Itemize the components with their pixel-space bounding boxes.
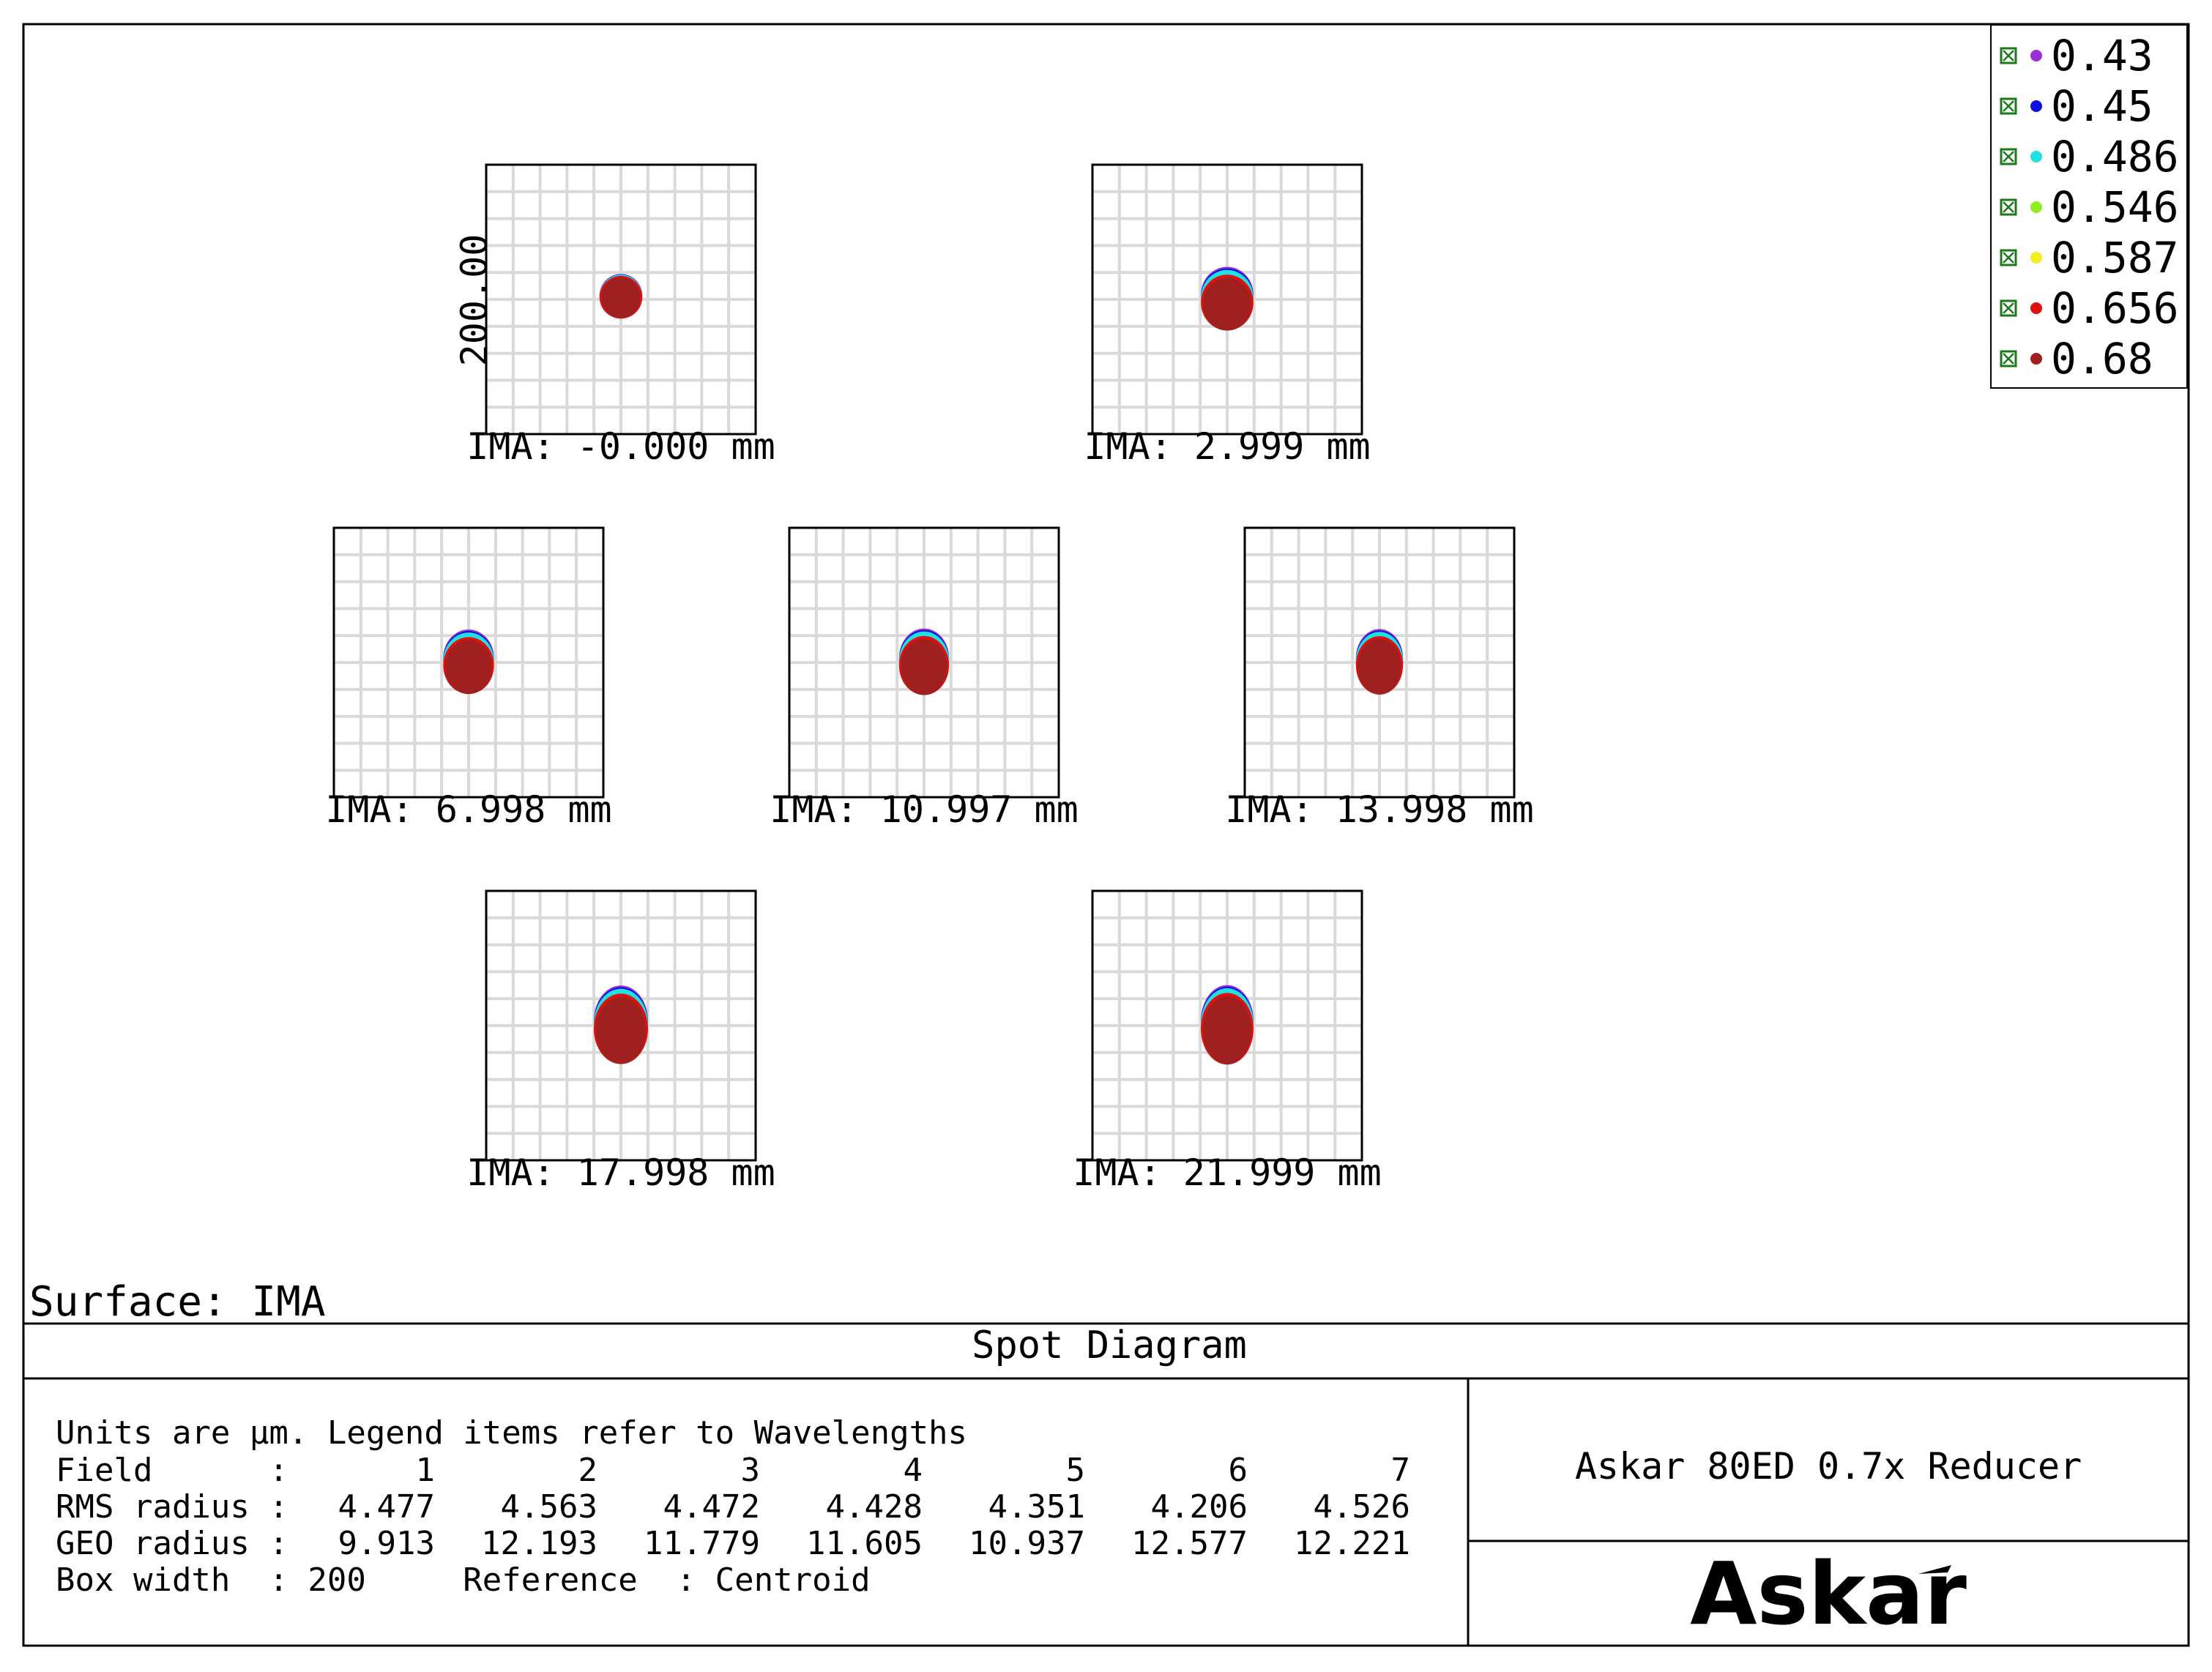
geo-value: 12.221 [1294, 1525, 1410, 1562]
panel-border [485, 889, 757, 1162]
info-box-line: Box width : 200 Reference : Centroid [56, 1561, 871, 1599]
panel-border [1091, 889, 1363, 1162]
plot-frame [22, 23, 2190, 1647]
spot-panel-1: IMA: -0.000 mm [466, 163, 775, 468]
legend-label: 0.68 [2051, 334, 2153, 384]
spot-panels: IMA: -0.000 mm IMA: 2.999 mm IMA: 6.998 mm… [325, 163, 1534, 1194]
field-number: 3 [741, 1452, 761, 1489]
legend-marker [2030, 252, 2042, 264]
spot-panel-3: IMA: 6.998 mm [325, 526, 612, 831]
panel-border [332, 526, 605, 799]
spot-wavelength-0.68 [1202, 277, 1252, 331]
geo-value: 11.605 [806, 1525, 923, 1562]
panel-border [485, 163, 757, 436]
field-label: IMA: 2.999 mm [1084, 425, 1370, 468]
geo-value: 12.193 [481, 1525, 597, 1562]
checkmark-icon [2003, 302, 2014, 314]
field-label: IMA: 21.999 mm [1073, 1152, 1381, 1194]
field-number: 7 [1391, 1452, 1411, 1489]
legend-item-0.68: 0.68 [2000, 334, 2153, 384]
field-label: IMA: 6.998 mm [325, 788, 611, 831]
legend-marker [2030, 353, 2042, 365]
legend-label: 0.45 [2051, 81, 2153, 131]
legend-item-0.486: 0.486 [2000, 132, 2179, 182]
legend-item-0.43: 0.43 [2000, 31, 2153, 81]
field-number: 6 [1229, 1452, 1248, 1489]
legend-marker [2030, 151, 2042, 163]
spot-wavelength-0.68 [445, 640, 492, 695]
spot-wavelength-0.68 [1202, 996, 1252, 1064]
field-label: IMA: 10.997 mm [770, 788, 1078, 831]
rms-value: 4.526 [1314, 1488, 1410, 1526]
rms-value: 4.428 [826, 1488, 923, 1526]
geo-value: 11.779 [644, 1525, 760, 1562]
legend-item-0.587: 0.587 [2000, 233, 2179, 283]
legend-label: 0.587 [2051, 233, 2179, 283]
spot-wavelength-0.68 [1358, 638, 1401, 695]
rms-value: 4.477 [338, 1488, 435, 1526]
legend-item-0.45: 0.45 [2000, 81, 2153, 131]
legend-item-0.656: 0.656 [2000, 283, 2179, 333]
field-label: IMA: 17.998 mm [466, 1152, 775, 1194]
legend-marker [2030, 50, 2042, 61]
legend-marker [2030, 100, 2042, 112]
info-field-label: Field : [56, 1452, 288, 1489]
panel-border [1091, 163, 1363, 436]
field-number: 1 [416, 1452, 436, 1489]
surface-label: Surface: IMA [29, 1278, 326, 1326]
spot-wavelength-0.68 [901, 638, 947, 695]
field-label: IMA: -0.000 mm [466, 425, 775, 468]
field-label: IMA: 13.998 mm [1225, 788, 1533, 831]
rms-value: 4.472 [663, 1488, 760, 1526]
rms-value: 4.563 [501, 1488, 597, 1526]
field-number: 2 [578, 1452, 598, 1489]
chart-title: Spot Diagram [972, 1324, 1247, 1367]
spot-panel-4: IMA: 10.997 mm [770, 526, 1079, 831]
geo-value: 9.913 [338, 1525, 435, 1562]
spot-panel-6: IMA: 17.998 mm [466, 889, 775, 1194]
checkmark-icon [2003, 151, 2014, 163]
panel-border [788, 526, 1060, 799]
logo-accent-mark [1918, 1565, 1951, 1574]
field-number: 5 [1066, 1452, 1086, 1489]
info-units-line: Units are µm. Legend items refer to Wave… [56, 1414, 967, 1452]
legend-box [1990, 24, 2188, 389]
spot-panel-2: IMA: 2.999 mm [1084, 163, 1371, 468]
legend-label: 0.486 [2051, 132, 2179, 182]
info-rms-label: RMS radius : [56, 1488, 288, 1526]
checkmark-icon [2003, 252, 2014, 264]
field-number: 4 [904, 1452, 923, 1489]
checkmark-icon [2003, 100, 2014, 112]
legend-label: 0.546 [2051, 182, 2179, 232]
geo-value: 10.937 [969, 1525, 1085, 1562]
spot-panel-7: IMA: 21.999 mm [1073, 889, 1382, 1194]
legend-label: 0.43 [2051, 31, 2153, 81]
legend-marker [2030, 302, 2042, 314]
scale-bar-label: 200.00 [453, 234, 496, 367]
spot-wavelength-0.68 [595, 996, 647, 1064]
design-name: Askar 80ED 0.7x Reducer [1575, 1445, 2082, 1488]
panel-border [1243, 526, 1516, 799]
info-table: Units are µm. Legend items refer to Wave… [56, 1414, 1410, 1599]
checkmark-icon [2003, 353, 2014, 365]
spot-panel-5: IMA: 13.998 mm [1225, 526, 1534, 831]
askar-logo: Askar [1690, 1543, 1967, 1644]
checkmark-icon [2003, 50, 2014, 61]
rms-value: 4.351 [988, 1488, 1085, 1526]
checkmark-icon [2003, 201, 2014, 213]
geo-value: 12.577 [1131, 1525, 1248, 1562]
legend-marker [2030, 201, 2042, 213]
info-geo-label: GEO radius : [56, 1525, 288, 1562]
legend-item-0.546: 0.546 [2000, 182, 2179, 232]
rms-value: 4.206 [1151, 1488, 1248, 1526]
spot-wavelength-0.68 [601, 277, 641, 318]
legend-label: 0.656 [2051, 283, 2179, 333]
